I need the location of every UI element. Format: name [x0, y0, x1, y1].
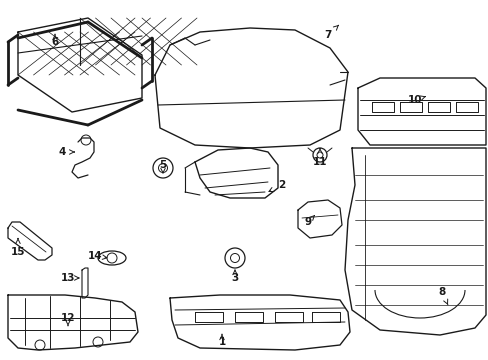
Text: 6: 6	[51, 34, 59, 47]
Text: 10: 10	[407, 95, 425, 105]
Text: 3: 3	[231, 270, 238, 283]
Text: 13: 13	[61, 273, 79, 283]
Text: 11: 11	[312, 149, 326, 167]
Text: 1: 1	[218, 334, 225, 347]
Text: 15: 15	[11, 239, 25, 257]
Text: 14: 14	[87, 251, 107, 261]
Text: 2: 2	[268, 180, 285, 192]
Text: 9: 9	[304, 216, 314, 227]
Text: 5: 5	[159, 160, 166, 173]
Text: 4: 4	[58, 147, 74, 157]
Text: 12: 12	[61, 313, 75, 326]
Text: 8: 8	[437, 287, 447, 305]
Text: 7: 7	[324, 25, 338, 40]
